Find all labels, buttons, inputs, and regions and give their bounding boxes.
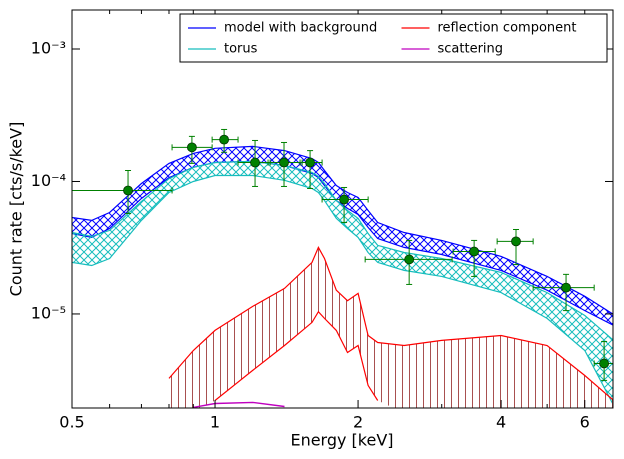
legend-label: model with background (224, 21, 377, 36)
data-point (599, 358, 610, 369)
data-point (279, 157, 289, 168)
band-fill (72, 161, 613, 405)
data-point (123, 185, 133, 196)
data-point (250, 157, 260, 168)
band-upper-line (72, 160, 613, 341)
band-lower-line (72, 174, 613, 406)
y-tick-label: 10⁻⁵ (31, 303, 66, 322)
y-axis-label: Count rate [cts/s/keV] (7, 122, 26, 297)
x-tick-label: 2 (353, 413, 363, 432)
x-tick-label: 4 (496, 413, 506, 432)
legend-label: scattering (438, 42, 504, 57)
band-upper-line (72, 145, 613, 315)
legend-label: reflection component (438, 21, 577, 36)
data-point (187, 142, 197, 153)
x-tick-label: 6 (580, 413, 590, 432)
y-tick-label: 10⁻³ (31, 39, 66, 58)
band-upper-line (168, 246, 613, 401)
legend-box (179, 13, 608, 63)
data-point (469, 246, 480, 257)
data-point (404, 254, 415, 265)
data-point (511, 236, 521, 247)
legend-label: torus (224, 42, 258, 57)
data-point (561, 282, 571, 293)
x-axis-label: Energy [keV] (290, 431, 393, 450)
data-point (305, 157, 315, 168)
band-lower-line (214, 310, 379, 401)
plot-frame (71, 9, 614, 409)
data-point (219, 134, 230, 145)
x-tick-label: 0.5 (59, 413, 84, 432)
model-line (193, 401, 285, 408)
plot-area (72, 128, 613, 408)
data-point (339, 194, 349, 205)
band-fill (169, 247, 613, 408)
y-tick-label: 10⁻⁴ (31, 171, 66, 190)
x-tick-label: 1 (210, 413, 220, 432)
